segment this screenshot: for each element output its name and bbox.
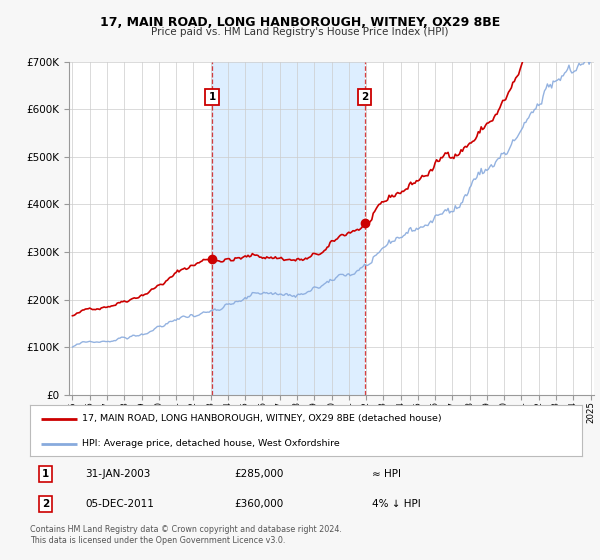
Text: Contains HM Land Registry data © Crown copyright and database right 2024.
This d: Contains HM Land Registry data © Crown c… xyxy=(30,525,342,545)
Text: HPI: Average price, detached house, West Oxfordshire: HPI: Average price, detached house, West… xyxy=(82,439,340,448)
Text: 2: 2 xyxy=(42,499,49,509)
Text: Price paid vs. HM Land Registry's House Price Index (HPI): Price paid vs. HM Land Registry's House … xyxy=(151,27,449,37)
Text: 05-DEC-2011: 05-DEC-2011 xyxy=(85,499,154,509)
Text: 4% ↓ HPI: 4% ↓ HPI xyxy=(372,499,421,509)
Text: 1: 1 xyxy=(208,92,215,101)
Text: 1: 1 xyxy=(42,469,49,479)
Bar xyxy=(212,62,365,395)
Text: 17, MAIN ROAD, LONG HANBOROUGH, WITNEY, OX29 8BE: 17, MAIN ROAD, LONG HANBOROUGH, WITNEY, … xyxy=(100,16,500,29)
Text: 17, MAIN ROAD, LONG HANBOROUGH, WITNEY, OX29 8BE (detached house): 17, MAIN ROAD, LONG HANBOROUGH, WITNEY, … xyxy=(82,414,442,423)
Text: £360,000: £360,000 xyxy=(234,499,283,509)
Text: 2: 2 xyxy=(361,92,368,101)
Text: 31-JAN-2003: 31-JAN-2003 xyxy=(85,469,151,479)
Text: £285,000: £285,000 xyxy=(234,469,284,479)
Text: ≈ HPI: ≈ HPI xyxy=(372,469,401,479)
